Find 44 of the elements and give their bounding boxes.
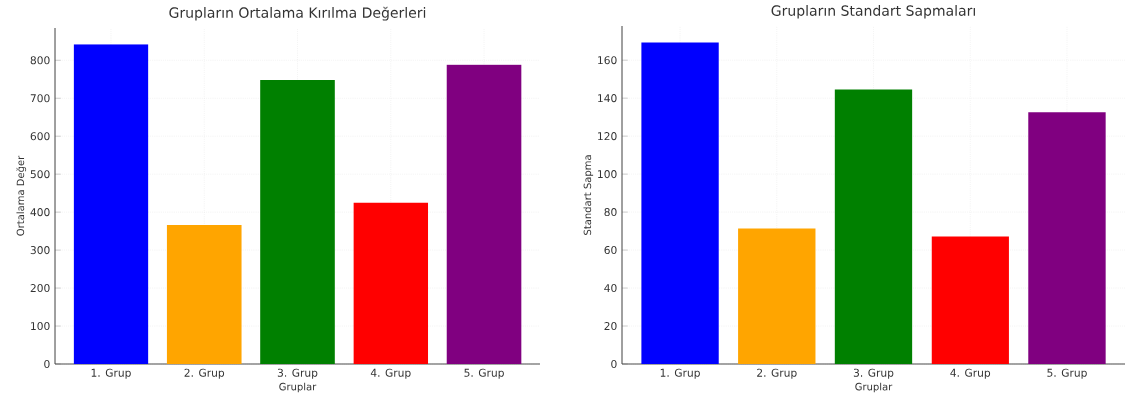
bar: [1028, 112, 1106, 364]
y-tick-label: 800: [30, 56, 50, 65]
chart-title: Grupların Ortalama Kırılma Değerleri: [169, 6, 426, 21]
x-tick-label: 4. Grup: [950, 368, 991, 379]
y-tick-label: 700: [30, 94, 50, 103]
y-tick-label: 400: [30, 208, 50, 217]
x-tick-label: 2. Grup: [757, 368, 797, 379]
y-tick-label: 80: [604, 208, 617, 217]
x-tick-label: 3. Grup: [277, 368, 318, 379]
x-tick-label: 4. Grup: [370, 368, 411, 379]
y-tick-label: 0: [44, 359, 50, 369]
y-tick-label: 100: [598, 170, 617, 179]
bar: [166, 225, 242, 364]
x-tick-label: 1. Grup: [91, 368, 131, 379]
y-axis-title: Standart Sapma: [583, 155, 594, 235]
bar: [738, 228, 816, 364]
x-axis-title: Gruplar: [855, 382, 893, 393]
x-tick-label: 5. Grup: [1047, 368, 1087, 379]
bar: [931, 236, 1009, 364]
x-tick-label: 1. Grup: [660, 368, 700, 379]
y-tick-label: 120: [598, 132, 617, 141]
y-tick-label: 500: [30, 170, 50, 179]
bar: [353, 202, 429, 364]
x-tick-label: 5. Grup: [464, 368, 504, 379]
chart-title: Grupların Standart Sapmaları: [771, 5, 975, 19]
bar: [834, 89, 913, 364]
y-tick-label: 40: [604, 284, 617, 293]
y-tick-label: 300: [30, 246, 50, 255]
bar: [73, 44, 149, 364]
y-axis-title: Ortalama Değer: [16, 155, 27, 236]
y-tick-label: 100: [31, 321, 50, 331]
y-tick-label: 0: [611, 359, 617, 369]
bar: [641, 42, 719, 364]
y-tick-label: 60: [604, 246, 617, 255]
y-tick-label: 160: [598, 56, 617, 65]
bar: [446, 64, 522, 364]
y-tick-label: 200: [30, 284, 50, 293]
bar: [260, 80, 335, 364]
y-tick-label: 600: [30, 132, 50, 141]
x-tick-label: 3. Grup: [853, 368, 894, 379]
x-axis-title: Gruplar: [279, 382, 317, 393]
x-tick-label: 2. Grup: [184, 368, 225, 379]
y-tick-label: 140: [598, 94, 617, 103]
y-tick-label: 20: [604, 321, 617, 331]
